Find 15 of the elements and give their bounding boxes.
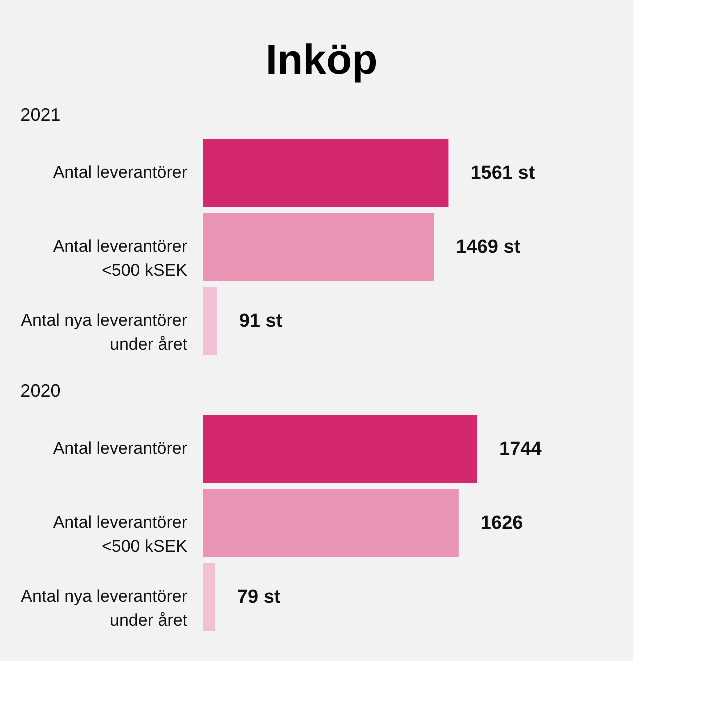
y-tick-label: Antal leverantörer [53,163,188,182]
data-label: 91 st [239,310,284,332]
y-tick-label: Antal nya leverantörer under året [21,310,188,354]
data-label: 1626 [480,513,524,534]
y-tick-label: Antal nya leverantörer under året [21,586,188,630]
data-label: 1469 st [456,237,522,258]
data-label: 1561 st [470,163,536,184]
y-tick-label: Antal leverantörer [53,439,188,458]
chart-title: Inköp [266,36,378,83]
y-tick-label: Antal leverantörer <500 kSEK [53,237,188,280]
text: 2020 [20,381,61,401]
data-label: 1744 [500,439,542,460]
y-tick-label: Antal leverantörer <500 kSEK [53,513,188,556]
text: 2021 [20,105,61,125]
data-label: 79 st [237,586,282,608]
